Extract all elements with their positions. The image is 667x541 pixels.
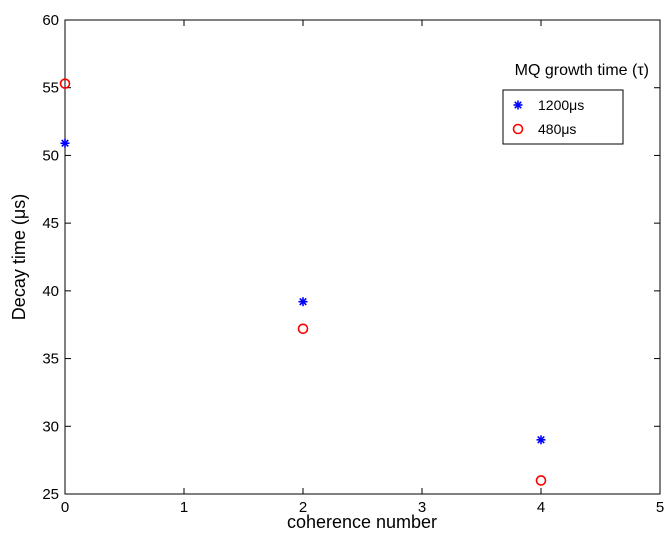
y-axis-title: Decay time (μs) xyxy=(9,194,29,320)
legend-label: 480μs xyxy=(538,121,576,137)
y-tick-label: 30 xyxy=(42,418,59,435)
legend-marker xyxy=(513,100,523,110)
asterisk-stroke xyxy=(61,139,69,148)
legend-box xyxy=(502,89,624,145)
asterisk-stroke xyxy=(537,436,545,444)
data-point-480us xyxy=(59,78,71,89)
data-point-1200us xyxy=(298,297,308,307)
asterisk-stroke xyxy=(299,297,307,306)
x-tick-label: 4 xyxy=(537,499,545,516)
y-axis: 25 30 35 40 45 50 55 60 xyxy=(42,12,660,503)
legend-marker xyxy=(512,123,524,135)
x-tick-label: 2 xyxy=(299,499,307,516)
x-tick-label: 1 xyxy=(180,499,188,516)
x-axis: 0 1 2 3 4 5 xyxy=(61,20,664,516)
y-tick-label: 35 xyxy=(42,351,59,368)
y-tick-label: 25 xyxy=(42,486,59,503)
data-point-1200us xyxy=(536,435,546,445)
legend-heading: MQ growth time (τ) xyxy=(515,62,649,79)
x-tick-label: 3 xyxy=(418,499,426,516)
x-tick-label: 5 xyxy=(656,499,664,516)
data-points xyxy=(59,78,547,486)
data-point-480us xyxy=(535,475,547,486)
y-tick-label: 60 xyxy=(42,12,59,29)
legend-label: 1200μs xyxy=(538,97,584,113)
x-tick-label: 0 xyxy=(61,499,69,516)
y-tick-label: 55 xyxy=(42,80,59,97)
x-axis-title: coherence number xyxy=(287,512,437,532)
data-point-480us xyxy=(297,323,309,335)
y-tick-label: 45 xyxy=(42,215,59,232)
y-tick-label: 40 xyxy=(42,283,59,300)
data-point-1200us xyxy=(60,138,70,148)
y-tick-label: 50 xyxy=(42,147,59,164)
legend: 1200μs 480μs xyxy=(502,89,624,145)
asterisk-stroke xyxy=(514,101,522,109)
